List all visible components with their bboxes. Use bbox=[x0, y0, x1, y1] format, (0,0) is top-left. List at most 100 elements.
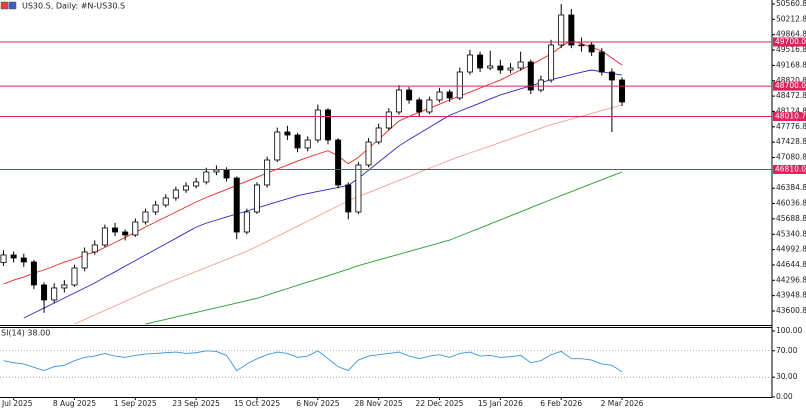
candle-body bbox=[568, 14, 575, 46]
candle-body bbox=[213, 169, 220, 173]
rsi-line bbox=[3, 350, 623, 373]
x-tick-label: 1 Sep 2025 bbox=[114, 399, 157, 408]
rsi-title: SI(14) 38.00 bbox=[1, 329, 50, 338]
candle-body bbox=[304, 139, 311, 149]
y-tick-label: 44644.8 bbox=[776, 260, 806, 269]
y-tick-label: 50560.8 bbox=[776, 0, 806, 8]
y-tick-label: 49516.8 bbox=[776, 45, 806, 54]
candle-body bbox=[365, 141, 372, 166]
x-tick-label: 23 Sep 2025 bbox=[172, 399, 220, 408]
y-tick-label: 48820.8 bbox=[776, 76, 806, 85]
candle-body bbox=[436, 91, 443, 101]
candle-body bbox=[446, 91, 453, 99]
candle-body bbox=[324, 109, 331, 141]
candle-body bbox=[466, 54, 473, 73]
y-tick-label: 30.00 bbox=[776, 372, 798, 381]
x-tick-label: 8 Aug 2025 bbox=[53, 399, 96, 408]
candle-body bbox=[284, 131, 291, 136]
candle-body bbox=[395, 89, 402, 113]
candle-body bbox=[233, 177, 240, 233]
candle-body bbox=[0, 254, 7, 263]
candle-body bbox=[91, 244, 98, 253]
candle-body bbox=[355, 164, 362, 213]
y-tick-label: 44992.8 bbox=[776, 245, 806, 254]
y-tick-label: 0.00 bbox=[776, 392, 793, 401]
y-tick-label: 48472.8 bbox=[776, 91, 806, 100]
candle-body bbox=[243, 211, 250, 233]
candle-body bbox=[487, 65, 494, 69]
candle-body bbox=[335, 139, 342, 186]
level-label: 48700.0 bbox=[775, 81, 806, 90]
candle-body bbox=[10, 254, 17, 259]
y-tick-label: 49168.8 bbox=[776, 60, 806, 69]
candle-body bbox=[162, 197, 169, 206]
level-label-box bbox=[773, 164, 806, 174]
candle-body bbox=[264, 159, 271, 186]
candle-body bbox=[294, 134, 301, 149]
y-tick-label: 46384.8 bbox=[776, 183, 806, 192]
candle-body bbox=[132, 221, 139, 236]
y-tick-label: 46036.8 bbox=[776, 199, 806, 208]
candle-body bbox=[274, 131, 281, 161]
price-plot bbox=[0, 4, 626, 325]
symbol-icon bbox=[0, 1, 17, 10]
candle-body bbox=[122, 231, 129, 236]
candle-body bbox=[345, 184, 352, 213]
moving-average-line bbox=[145, 171, 623, 325]
candle-body bbox=[41, 284, 48, 301]
y-tick-label: 43600.8 bbox=[776, 306, 806, 315]
y-tick-label: 47080.8 bbox=[776, 153, 806, 162]
candle-body bbox=[406, 89, 413, 101]
candle-body bbox=[426, 99, 433, 113]
x-tick-label: 15 Oct 2025 bbox=[234, 399, 281, 408]
x-tick-label: 6 Feb 2026 bbox=[540, 399, 582, 408]
x-tick-label: 2 Mar 2026 bbox=[601, 399, 644, 408]
candle-body bbox=[578, 44, 585, 47]
y-tick-label: 48124.8 bbox=[776, 106, 806, 115]
x-tick-label: 7 Jul 2025 bbox=[0, 399, 33, 408]
level-label: 46810.0 bbox=[775, 164, 806, 173]
candle-body bbox=[477, 54, 484, 69]
x-tick-label: 15 Jan 2026 bbox=[478, 399, 523, 408]
candle-body bbox=[558, 14, 565, 46]
candle-body bbox=[548, 44, 555, 81]
candle-body bbox=[517, 61, 524, 69]
candle-body bbox=[142, 211, 149, 223]
y-tick-label: 49864.8 bbox=[776, 30, 806, 39]
level-label: 49700.0 bbox=[775, 37, 806, 46]
candle-body bbox=[619, 79, 626, 103]
level-label-box bbox=[773, 81, 806, 91]
level-label-box bbox=[773, 111, 806, 121]
level-label-box bbox=[773, 37, 806, 47]
x-tick-label: 22 Dec 2025 bbox=[416, 399, 464, 408]
x-tick-label: 6 Nov 2025 bbox=[296, 399, 339, 408]
candle-body bbox=[183, 185, 190, 191]
candle-body bbox=[112, 227, 119, 233]
candle-body bbox=[203, 171, 210, 183]
candle-body bbox=[152, 204, 159, 213]
candle-body bbox=[81, 251, 88, 269]
y-tick-label: 70.00 bbox=[776, 346, 798, 355]
candle-body bbox=[588, 44, 595, 53]
candle-body bbox=[314, 109, 321, 141]
candle-body bbox=[385, 111, 392, 129]
candle-body bbox=[537, 79, 544, 91]
candle-body bbox=[193, 181, 200, 187]
moving-average-line bbox=[3, 39, 623, 285]
y-tick-label: 44296.8 bbox=[776, 275, 806, 284]
candle-body bbox=[51, 287, 58, 301]
y-tick-label: 45688.8 bbox=[776, 214, 806, 223]
candle-body bbox=[71, 267, 78, 286]
y-tick-label: 100.00 bbox=[776, 326, 802, 335]
candle-body bbox=[101, 227, 108, 246]
y-tick-label: 45340.8 bbox=[776, 229, 806, 238]
chart-title: US30.S, Daily: #N-US30.S bbox=[22, 2, 125, 11]
level-label: 48010.7 bbox=[775, 111, 806, 120]
candle-body bbox=[30, 261, 37, 286]
y-tick-label: 43948.8 bbox=[776, 291, 806, 300]
candle-body bbox=[20, 257, 27, 263]
y-tick-label: 47776.8 bbox=[776, 122, 806, 131]
